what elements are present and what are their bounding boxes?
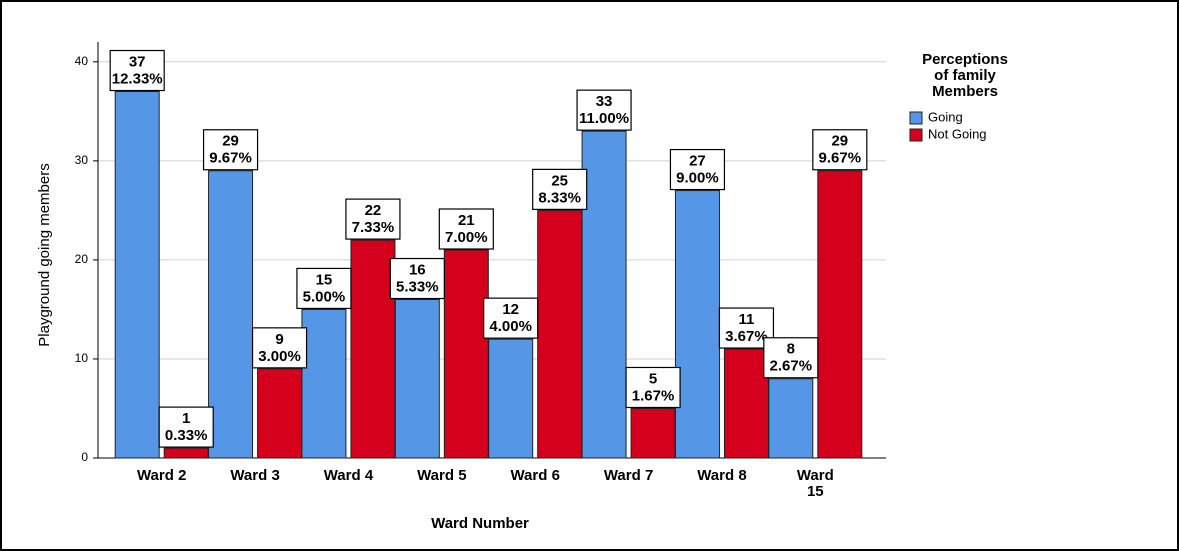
data-label-percent: 3.67%	[725, 328, 768, 345]
data-label-count: 29	[831, 133, 848, 150]
legend-swatch	[909, 128, 923, 142]
legend-label: Not Going	[928, 126, 987, 141]
data-label-box	[389, 257, 445, 300]
data-label: 258.33%	[532, 168, 588, 210]
bar	[488, 338, 534, 459]
data-label-percent: 7.00%	[445, 229, 488, 246]
data-label-box	[158, 406, 214, 448]
data-label-percent: 2.67%	[770, 358, 813, 375]
bar	[817, 170, 863, 459]
data-label-count: 37	[129, 53, 146, 70]
data-label-count: 11	[739, 311, 755, 328]
data-label: 124.00%	[483, 297, 539, 339]
data-label-percent: 8.33%	[538, 189, 581, 206]
data-label-percent: 9.67%	[819, 150, 862, 167]
x-tick-label: Ward 4	[324, 467, 374, 484]
data-label-count: 8	[787, 341, 795, 358]
x-tick-label: Ward 15	[797, 467, 834, 500]
data-label-count: 9	[275, 331, 283, 348]
data-label-box	[296, 267, 352, 310]
data-label-count: 5	[649, 370, 657, 387]
bar	[257, 368, 303, 459]
bar	[163, 447, 209, 459]
y-tick-label: 20	[75, 252, 89, 266]
x-axis-label: Ward Number	[431, 515, 529, 532]
data-label-count: 25	[551, 172, 568, 189]
data-label: 165.33%	[389, 257, 445, 300]
x-tick-label: Ward 5	[417, 467, 466, 484]
bar	[301, 308, 347, 459]
data-label-box	[483, 297, 539, 339]
data-label: 299.67%	[812, 129, 868, 171]
bar	[443, 249, 489, 459]
data-label-box	[669, 148, 726, 191]
data-label-percent: 4.00%	[489, 318, 532, 335]
data-label-box	[763, 337, 819, 379]
data-label-count: 1	[182, 410, 190, 427]
data-label: 299.67%	[202, 129, 259, 171]
y-tick-label: 40	[75, 54, 89, 68]
y-tick-label: 30	[75, 153, 89, 167]
data-label-box	[202, 129, 259, 171]
bar	[114, 91, 160, 459]
y-tick-label: 0	[81, 450, 88, 464]
legend-label: Going	[928, 109, 963, 124]
x-tick-label: Ward 2	[137, 467, 186, 484]
bar	[350, 239, 396, 459]
data-label-count: 29	[222, 133, 239, 150]
data-label-percent: 0.33%	[165, 427, 208, 444]
data-label-box	[812, 129, 868, 171]
data-label-count: 27	[689, 153, 706, 170]
data-label-box	[532, 168, 588, 210]
legend-swatch	[909, 111, 923, 125]
data-label: 82.67%	[763, 337, 819, 379]
bar	[768, 378, 814, 459]
data-label-count: 21	[458, 212, 475, 229]
data-label-box	[625, 366, 681, 409]
data-label: 227.33%	[345, 198, 401, 240]
x-tick-label: Ward 7	[604, 467, 653, 484]
data-label-count: 12	[502, 301, 519, 318]
data-label-count: 16	[409, 261, 426, 278]
data-label-box	[251, 327, 308, 369]
bar	[537, 209, 583, 459]
data-label: 10.33%	[158, 406, 214, 448]
data-label: 217.00%	[438, 208, 494, 250]
legend-title: Perceptions of family Members	[922, 51, 1008, 100]
y-tick-label: 10	[75, 351, 89, 365]
bar	[394, 299, 440, 459]
data-label-box	[345, 198, 401, 240]
x-tick-label: Ward 6	[510, 467, 559, 484]
y-axis-label: Playground going members	[36, 163, 53, 346]
data-label-percent: 9.67%	[209, 150, 252, 167]
bar	[208, 170, 254, 459]
data-label-percent: 11.00%	[579, 110, 629, 127]
data-label-percent: 7.33%	[352, 219, 395, 236]
bar	[723, 348, 769, 459]
data-label-percent: 12.33%	[112, 70, 163, 87]
data-label: 279.00%	[669, 148, 726, 191]
data-label: 51.67%	[625, 366, 681, 409]
x-tick-label: Ward 3	[230, 467, 279, 484]
bar	[581, 130, 627, 459]
data-label: 155.00%	[296, 267, 352, 310]
data-label-box	[109, 49, 165, 92]
data-label-percent: 9.00%	[676, 170, 719, 187]
data-label-percent: 5.33%	[396, 278, 439, 295]
data-label-count: 33	[596, 93, 613, 110]
data-label-percent: 1.67%	[632, 387, 675, 404]
bar	[674, 190, 720, 459]
data-label-count: 22	[365, 202, 382, 219]
data-label-box	[576, 89, 632, 131]
data-label-count: 15	[316, 271, 333, 288]
data-label-percent: 5.00%	[303, 288, 346, 305]
data-label: 93.00%	[251, 327, 308, 369]
data-label-box	[438, 208, 494, 250]
data-label-percent: 3.00%	[258, 348, 301, 365]
x-tick-label: Ward 8	[697, 467, 746, 484]
bar	[630, 407, 676, 459]
